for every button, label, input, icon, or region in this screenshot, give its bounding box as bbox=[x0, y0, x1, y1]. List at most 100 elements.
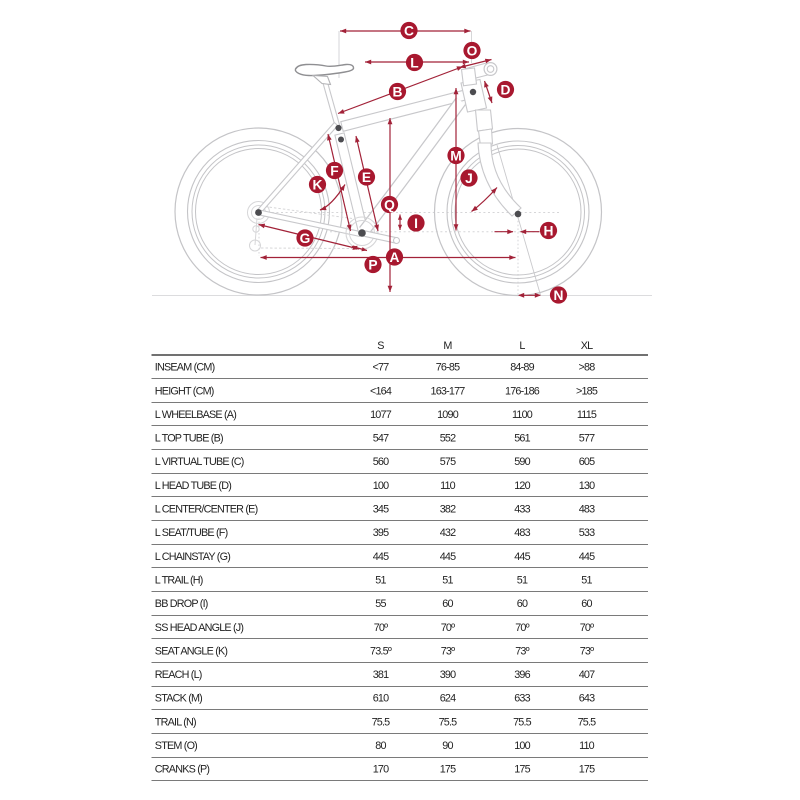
svg-text:70º: 70º bbox=[515, 622, 529, 634]
svg-text:M: M bbox=[450, 149, 462, 164]
svg-text:100: 100 bbox=[514, 740, 530, 752]
svg-text:L: L bbox=[519, 340, 525, 352]
svg-text:<164: <164 bbox=[370, 385, 392, 397]
svg-text:SEAT ANGLE (K): SEAT ANGLE (K) bbox=[155, 645, 228, 657]
svg-text:605: 605 bbox=[579, 456, 595, 468]
svg-text:75.5: 75.5 bbox=[578, 716, 597, 728]
svg-text:J: J bbox=[465, 171, 473, 186]
svg-text:L VIRTUAL TUBE (C): L VIRTUAL TUBE (C) bbox=[155, 456, 244, 468]
svg-text:A: A bbox=[390, 250, 400, 265]
svg-text:I: I bbox=[414, 216, 418, 231]
svg-text:590: 590 bbox=[514, 456, 530, 468]
svg-text:90: 90 bbox=[442, 740, 453, 752]
svg-text:80: 80 bbox=[375, 740, 386, 752]
svg-text:1077: 1077 bbox=[370, 409, 392, 421]
svg-text:STACK (M): STACK (M) bbox=[155, 693, 202, 705]
svg-text:K: K bbox=[313, 178, 323, 193]
svg-text:1100: 1100 bbox=[512, 409, 533, 421]
svg-text:483: 483 bbox=[514, 527, 530, 539]
svg-text:73º: 73º bbox=[441, 645, 455, 657]
svg-text:547: 547 bbox=[373, 433, 389, 445]
svg-text:624: 624 bbox=[440, 693, 456, 705]
svg-text:561: 561 bbox=[514, 433, 530, 445]
svg-text:L TOP TUBE (B): L TOP TUBE (B) bbox=[155, 433, 223, 445]
svg-text:175: 175 bbox=[579, 764, 595, 776]
svg-text:M: M bbox=[443, 340, 452, 352]
svg-text:P: P bbox=[368, 258, 377, 273]
svg-text:L CHAINSTAY (G): L CHAINSTAY (G) bbox=[155, 551, 230, 563]
svg-text:381: 381 bbox=[373, 669, 389, 681]
svg-text:51: 51 bbox=[442, 574, 453, 586]
svg-text:445: 445 bbox=[514, 551, 530, 563]
svg-text:560: 560 bbox=[373, 456, 389, 468]
svg-text:O: O bbox=[467, 44, 478, 59]
svg-text:S: S bbox=[377, 340, 384, 352]
svg-text:D: D bbox=[501, 83, 511, 98]
svg-text:445: 445 bbox=[440, 551, 456, 563]
svg-text:H: H bbox=[544, 224, 554, 239]
svg-text:XL: XL bbox=[581, 340, 593, 352]
svg-text:C: C bbox=[404, 24, 414, 39]
svg-text:51: 51 bbox=[581, 574, 592, 586]
svg-text:HEIGHT (CM): HEIGHT (CM) bbox=[155, 385, 214, 397]
svg-text:396: 396 bbox=[514, 669, 530, 681]
svg-text:175: 175 bbox=[514, 764, 530, 776]
svg-text:60: 60 bbox=[517, 598, 528, 610]
svg-text:75.5: 75.5 bbox=[372, 716, 391, 728]
svg-text:73º: 73º bbox=[515, 645, 529, 657]
svg-text:75.5: 75.5 bbox=[513, 716, 532, 728]
svg-text:51: 51 bbox=[375, 574, 386, 586]
svg-text:>88: >88 bbox=[579, 362, 596, 374]
svg-text:575: 575 bbox=[440, 456, 456, 468]
svg-text:1115: 1115 bbox=[577, 409, 597, 421]
svg-text:60: 60 bbox=[581, 598, 592, 610]
svg-text:1090: 1090 bbox=[437, 409, 459, 421]
svg-text:163-177: 163-177 bbox=[430, 385, 465, 397]
svg-text:F: F bbox=[330, 164, 338, 179]
svg-text:70º: 70º bbox=[374, 622, 388, 634]
svg-text:610: 610 bbox=[373, 693, 389, 705]
svg-text:577: 577 bbox=[579, 433, 595, 445]
svg-text:G: G bbox=[300, 231, 311, 246]
svg-text:REACH (L): REACH (L) bbox=[155, 669, 202, 681]
svg-text:75.5: 75.5 bbox=[439, 716, 458, 728]
svg-text:175: 175 bbox=[440, 764, 456, 776]
svg-text:SS HEAD ANGLE (J): SS HEAD ANGLE (J) bbox=[155, 622, 244, 634]
svg-text:INSEAM (CM): INSEAM (CM) bbox=[155, 362, 215, 374]
svg-text:73.5º: 73.5º bbox=[370, 645, 392, 657]
svg-text:390: 390 bbox=[440, 669, 456, 681]
svg-text:395: 395 bbox=[373, 527, 389, 539]
svg-text:BB DROP (I): BB DROP (I) bbox=[155, 598, 208, 610]
svg-text:L: L bbox=[410, 56, 418, 71]
svg-text:110: 110 bbox=[440, 480, 456, 492]
svg-text:<77: <77 bbox=[373, 362, 390, 374]
svg-text:51: 51 bbox=[517, 574, 528, 586]
svg-text:445: 445 bbox=[373, 551, 389, 563]
svg-text:552: 552 bbox=[440, 433, 456, 445]
svg-text:345: 345 bbox=[373, 504, 389, 516]
svg-text:84-89: 84-89 bbox=[510, 362, 534, 374]
svg-text:100: 100 bbox=[373, 480, 389, 492]
svg-text:73º: 73º bbox=[580, 645, 594, 657]
svg-text:L SEAT/TUBE (F): L SEAT/TUBE (F) bbox=[155, 527, 228, 539]
svg-text:55: 55 bbox=[375, 598, 386, 610]
svg-text:130: 130 bbox=[579, 480, 595, 492]
svg-text:L CENTER/CENTER (E): L CENTER/CENTER (E) bbox=[155, 504, 258, 516]
svg-text:L HEAD TUBE (D): L HEAD TUBE (D) bbox=[155, 480, 231, 492]
svg-text:382: 382 bbox=[440, 504, 456, 516]
svg-text:432: 432 bbox=[440, 527, 456, 539]
svg-text:E: E bbox=[362, 170, 371, 185]
svg-text:B: B bbox=[393, 85, 403, 100]
svg-text:170: 170 bbox=[373, 764, 389, 776]
svg-text:120: 120 bbox=[514, 480, 530, 492]
svg-text:N: N bbox=[554, 288, 564, 303]
svg-text:STEM (O): STEM (O) bbox=[155, 740, 197, 752]
svg-text:445: 445 bbox=[579, 551, 595, 563]
svg-text:433: 433 bbox=[514, 504, 530, 516]
svg-text:Q: Q bbox=[384, 198, 395, 213]
svg-text:CRANKS (P): CRANKS (P) bbox=[155, 764, 210, 776]
svg-text:483: 483 bbox=[579, 504, 595, 516]
svg-text:643: 643 bbox=[579, 693, 595, 705]
svg-text:>185: >185 bbox=[576, 385, 598, 397]
svg-text:70º: 70º bbox=[441, 622, 455, 634]
